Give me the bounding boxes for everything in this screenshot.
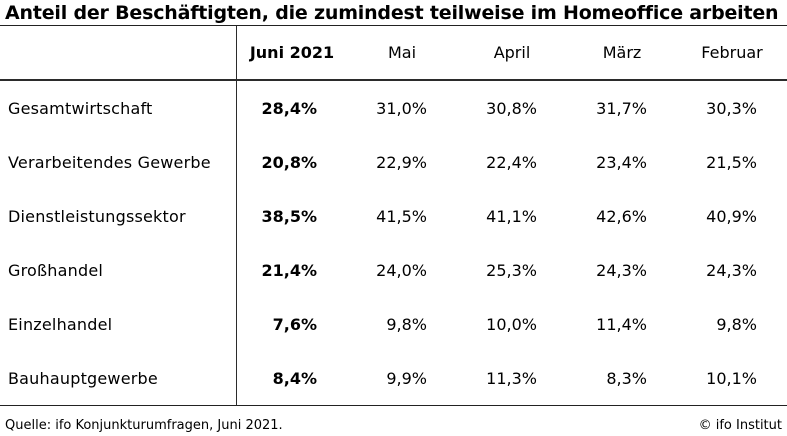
row-label: Gesamtwirtschaft: [0, 81, 237, 135]
value-cell: 22,4%: [486, 152, 537, 172]
value-cell: 21,5%: [706, 152, 757, 172]
value-cell: 23,4%: [596, 152, 647, 172]
value-cell: 24,3%: [706, 260, 757, 280]
value-cell: 24,3%: [596, 260, 647, 280]
value-cell: 11,3%: [457, 351, 567, 406]
value-cell: 20,8%: [261, 152, 317, 172]
column-header-februar: Februar: [677, 26, 787, 81]
column-header-mai: Mai: [347, 26, 457, 81]
value-cell: 9,8%: [386, 314, 427, 334]
value-cell: 30,3%: [706, 98, 757, 118]
value-cell: 9,8%: [716, 314, 757, 334]
copyright-note: © ifo Institut: [698, 418, 782, 433]
table-row-grosshandel: Großhandel 21,4% 24,0% 25,3% 24,3% 24,3%: [0, 243, 787, 297]
value-cell: 30,8%: [486, 98, 537, 118]
value-cell: 31,7%: [596, 98, 647, 118]
page-title: Anteil der Beschäftigten, die zumindest …: [0, 0, 787, 26]
column-header-april: April: [457, 26, 567, 81]
row-label: Verarbeitendes Gewerbe: [0, 135, 237, 189]
header-row: Juni 2021 Mai April März Februar: [0, 26, 787, 81]
value-cell: 21,4%: [261, 260, 317, 280]
column-header-juni-2021: Juni 2021: [237, 26, 347, 81]
value-cell: 41,1%: [486, 206, 537, 226]
value-cell: 24,0%: [376, 260, 427, 280]
figure-footer: Quelle: ifo Konjunkturumfragen, Juni 202…: [0, 406, 787, 433]
corner-cell: [0, 26, 237, 81]
table-row-bauhauptgewerbe: Bauhauptgewerbe 8,4% 9,9% 11,3% 8,3% 10,…: [0, 351, 787, 406]
row-label: Bauhauptgewerbe: [0, 351, 237, 406]
value-cell: 8,4%: [237, 351, 347, 406]
value-cell: 7,6%: [272, 314, 317, 334]
homeoffice-table: Juni 2021 Mai April März Februar Gesamtw…: [0, 26, 787, 406]
row-label: Dienstleistungssektor: [0, 189, 237, 243]
row-label: Großhandel: [0, 243, 237, 297]
value-cell: 38,5%: [261, 206, 317, 226]
column-header-maerz: März: [567, 26, 677, 81]
value-cell: 9,9%: [347, 351, 457, 406]
value-cell: 10,1%: [677, 351, 787, 406]
value-cell: 11,4%: [596, 314, 647, 334]
value-cell: 28,4%: [261, 98, 317, 118]
value-cell: 40,9%: [706, 206, 757, 226]
value-cell: 8,3%: [567, 351, 677, 406]
value-cell: 31,0%: [376, 98, 427, 118]
table-row-dienstleistungssektor: Dienstleistungssektor 38,5% 41,5% 41,1% …: [0, 189, 787, 243]
source-note: Quelle: ifo Konjunkturumfragen, Juni 202…: [5, 418, 283, 433]
value-cell: 10,0%: [486, 314, 537, 334]
table-row-gesamtwirtschaft: Gesamtwirtschaft 28,4% 31,0% 30,8% 31,7%…: [0, 81, 787, 135]
value-cell: 22,9%: [376, 152, 427, 172]
value-cell: 42,6%: [596, 206, 647, 226]
table-row-einzelhandel: Einzelhandel 7,6% 9,8% 10,0% 11,4% 9,8%: [0, 297, 787, 351]
table-row-verarbeitendes-gewerbe: Verarbeitendes Gewerbe 20,8% 22,9% 22,4%…: [0, 135, 787, 189]
value-cell: 41,5%: [376, 206, 427, 226]
value-cell: 25,3%: [486, 260, 537, 280]
row-label: Einzelhandel: [0, 297, 237, 351]
